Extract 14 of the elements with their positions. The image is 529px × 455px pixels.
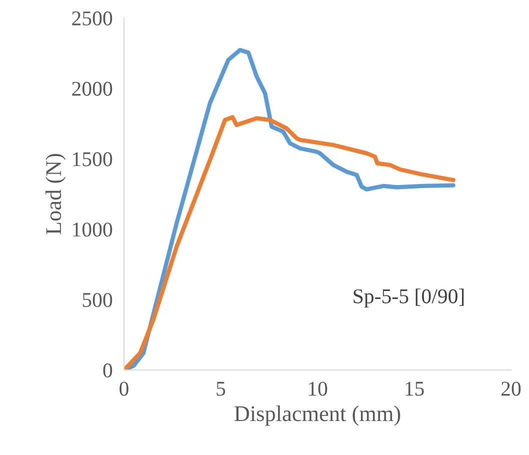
y-tick-label: 1000 (73, 222, 112, 237)
x-tick-label: 0 (120, 382, 128, 396)
annotation: Sp-5-5 [0/90] (354, 288, 464, 308)
x-tick-label: 10 (308, 382, 328, 396)
y-tick-label: 0 (103, 363, 112, 378)
y-tick-label: 2000 (72, 82, 112, 96)
y-tick-label: 2500 (72, 11, 112, 26)
y-tick-label: 1500 (73, 152, 112, 166)
x-axis-title: Displacment (mm) (234, 406, 400, 426)
x-tick-label: 20 (502, 382, 521, 396)
x-tick-label: 5 (216, 382, 226, 396)
x-tick-label: 15 (406, 382, 424, 396)
y-axis-title: Load (N) (46, 154, 66, 234)
y-tick-label: 500 (82, 292, 112, 308)
